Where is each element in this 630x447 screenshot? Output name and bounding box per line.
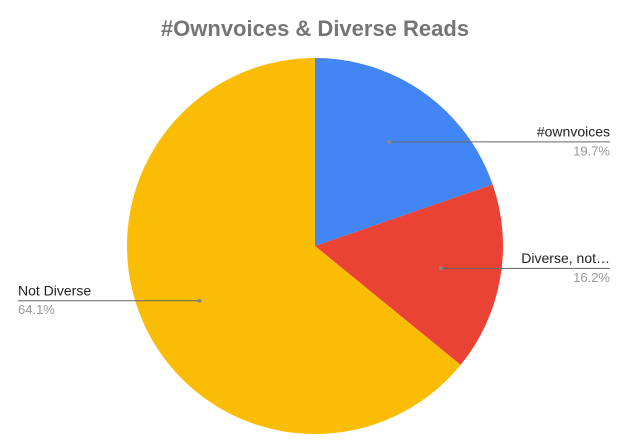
- slice-label: Diverse, not…: [521, 250, 610, 266]
- leader-dot: [387, 139, 392, 144]
- slice-label: #ownvoices: [537, 124, 610, 140]
- slice-value-label: 16.2%: [573, 270, 610, 285]
- pie-slice: [126, 58, 461, 435]
- slice-label: Not Diverse: [18, 282, 91, 298]
- pie-slice: [315, 184, 503, 365]
- slice-value-label: 19.7%: [573, 143, 610, 158]
- pie-slice: [315, 58, 493, 246]
- chart-title: #Ownvoices & Diverse Reads: [161, 16, 469, 41]
- leader-dot: [438, 266, 443, 271]
- slice-value-label: 64.1%: [18, 302, 55, 317]
- leader-dot: [197, 298, 202, 303]
